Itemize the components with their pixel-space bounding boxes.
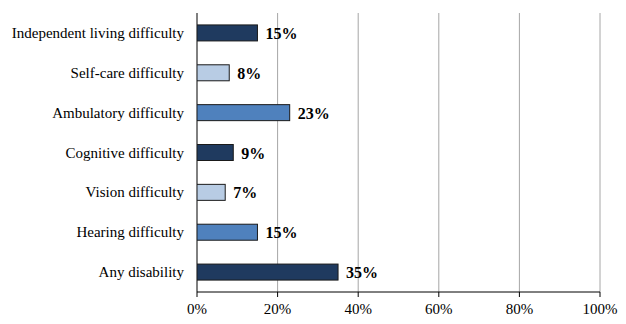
category-label: Self-care difficulty — [71, 65, 185, 81]
category-label: Independent living difficulty — [12, 25, 185, 41]
tick-label: 20% — [264, 301, 292, 317]
category-label: Cognitive difficulty — [66, 145, 185, 161]
data-label: 15% — [265, 224, 297, 241]
category-label: Vision difficulty — [86, 184, 185, 200]
data-label: 35% — [346, 264, 378, 281]
tick-mark — [358, 292, 359, 297]
bar — [197, 264, 338, 280]
tick-mark — [519, 292, 520, 297]
tick-label: 100% — [583, 301, 618, 317]
data-label: 15% — [265, 25, 297, 42]
tick-label: 60% — [425, 301, 453, 317]
chart-container: 0% 20% 40% 60% 80% 100% Independent living dif… — [0, 0, 626, 324]
bar — [197, 184, 225, 200]
category-label: Any disability — [99, 264, 185, 280]
tick-mark — [197, 292, 198, 297]
bar — [197, 224, 257, 240]
tick-mark — [600, 292, 601, 297]
category-label: Ambulatory difficulty — [52, 105, 184, 121]
grid-line — [438, 13, 439, 292]
tick-mark — [438, 292, 439, 297]
bar — [197, 105, 290, 121]
tick-label: 40% — [344, 301, 372, 317]
bar — [197, 25, 257, 41]
x-axis — [197, 292, 600, 293]
grid-line — [277, 13, 278, 292]
grid-line — [600, 13, 601, 292]
tick-label: 0% — [187, 301, 207, 317]
grid-line — [358, 13, 359, 292]
bar — [197, 145, 233, 161]
category-label: Hearing difficulty — [76, 224, 184, 240]
data-label: 9% — [241, 145, 265, 162]
grid-line — [519, 13, 520, 292]
bars — [197, 25, 338, 280]
tick-label: 80% — [506, 301, 534, 317]
tick-mark — [277, 292, 278, 297]
bar — [197, 65, 229, 81]
data-label: 8% — [237, 65, 261, 82]
data-label: 23% — [298, 105, 330, 122]
chart: 0% 20% 40% 60% 80% 100% Independent living dif… — [0, 0, 626, 324]
data-label: 7% — [233, 184, 257, 201]
